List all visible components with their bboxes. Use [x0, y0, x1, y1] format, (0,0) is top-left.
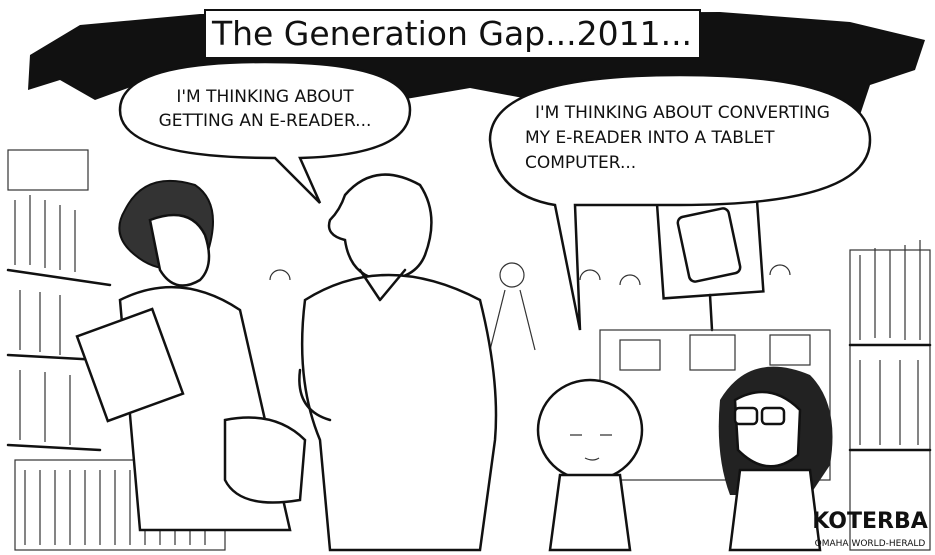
- right-shelves: [850, 240, 930, 550]
- speech-text: COMPUTER...: [525, 153, 636, 173]
- speech-text: I'M THINKING ABOUT: [176, 87, 354, 107]
- speech-text: GETTING AN E-READER...: [159, 111, 372, 131]
- speech-text: MY E-READER INTO A TABLET: [525, 128, 775, 148]
- woman: [77, 181, 305, 530]
- cartoon: The Generation Gap...2011...: [0, 0, 935, 555]
- speech-text: I'M THINKING ABOUT CONVERTING: [535, 103, 830, 123]
- boy: [538, 380, 642, 550]
- title: The Generation Gap...2011...: [211, 14, 692, 53]
- man: [299, 175, 496, 550]
- newspaper-credit: OMAHA WORLD-HERALD: [815, 539, 926, 549]
- artist-signature: KOTERBA: [812, 509, 928, 534]
